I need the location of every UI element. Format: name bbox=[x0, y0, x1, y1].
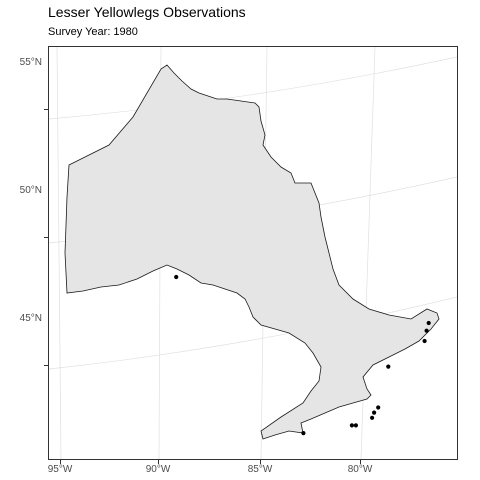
observation-point bbox=[422, 338, 427, 344]
observation-point bbox=[353, 423, 358, 428]
x-tick-mark bbox=[60, 460, 61, 464]
y-tick-label: 50°N bbox=[19, 185, 42, 196]
ontario-landmass bbox=[64, 64, 440, 440]
x-tick-label: 90°W bbox=[145, 464, 171, 475]
observation-point bbox=[426, 320, 431, 326]
observation-point bbox=[386, 364, 391, 369]
chart-title: Lesser Yellowlegs Observations bbox=[48, 4, 246, 20]
graticule-line bbox=[56, 47, 62, 459]
x-tick-label: 85°W bbox=[247, 464, 273, 475]
graticule-line bbox=[49, 296, 457, 370]
x-tick-mark bbox=[260, 460, 261, 464]
x-tick-label: 80°W bbox=[347, 464, 373, 475]
y-tick-label: 55°N bbox=[19, 57, 42, 68]
map-svg bbox=[49, 47, 457, 459]
chart-subtitle: Survey Year: 1980 bbox=[48, 26, 138, 38]
y-tick-mark bbox=[44, 365, 48, 366]
graticule-line bbox=[49, 56, 457, 120]
x-tick-label: 95°W bbox=[47, 464, 73, 475]
observation-points bbox=[174, 274, 431, 436]
observation-point bbox=[424, 328, 429, 333]
x-tick-mark bbox=[158, 460, 159, 464]
map-panel bbox=[48, 46, 458, 460]
y-tick-mark bbox=[44, 237, 48, 238]
observation-point bbox=[370, 415, 375, 420]
observation-point bbox=[174, 274, 179, 280]
observation-point bbox=[376, 405, 381, 410]
y-tick-mark bbox=[44, 109, 48, 110]
y-tick-label: 45°N bbox=[19, 313, 42, 324]
observation-point bbox=[301, 431, 306, 436]
observation-point bbox=[349, 423, 354, 428]
x-tick-mark bbox=[360, 460, 361, 464]
observation-point bbox=[372, 410, 377, 415]
